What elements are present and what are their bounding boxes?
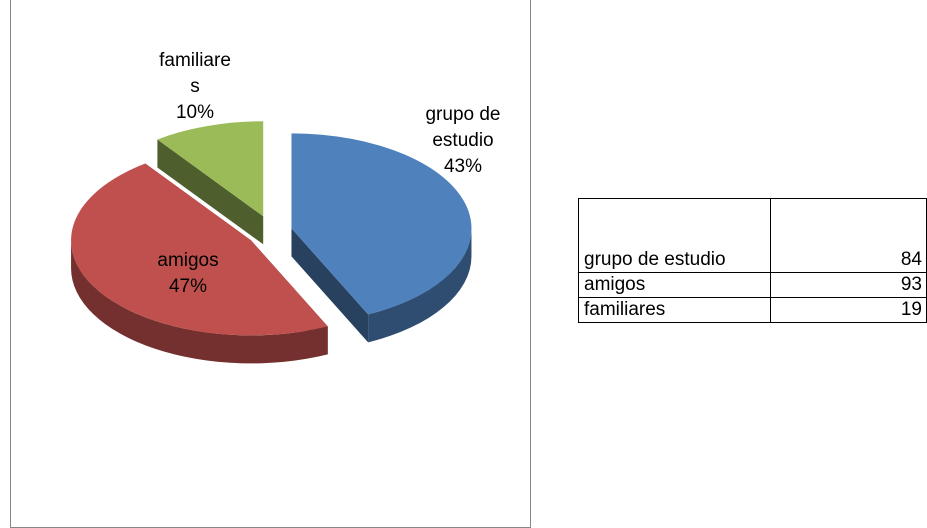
label-category: familiares	[159, 50, 231, 97]
table-row: familiares 19	[578, 297, 927, 323]
table-label: amigos	[578, 272, 771, 298]
table-label: grupo de estudio	[578, 198, 771, 273]
label-value: 47%	[168, 276, 208, 297]
table-label: familiares	[578, 297, 771, 323]
data-label: grupo de estudio 43%	[423, 102, 503, 180]
pie-slice	[157, 121, 264, 217]
table-number: 84	[770, 198, 927, 273]
chart	[71, 121, 472, 364]
pie-slice	[291, 133, 472, 315]
pie-slice-cut	[157, 139, 264, 245]
pie-slice-side	[71, 240, 328, 364]
label-value: 10%	[175, 102, 215, 123]
table-row: amigos 93	[578, 272, 927, 298]
data-label: familiares 10%	[155, 48, 235, 126]
table-row: grupo de estudio 84	[578, 198, 927, 273]
label-category: grupo de estudio	[425, 104, 501, 151]
data-table: grupo de estudio 84 amigos 93 familiares 19	[578, 198, 927, 323]
label-category: amigos	[157, 250, 219, 271]
pie-slice	[71, 163, 328, 336]
label-value: 43%	[443, 156, 483, 177]
table-number: 93	[770, 272, 927, 298]
page: grupo de estudio 43% amigos 47% familiares 10…	[10, 0, 927, 528]
pie-slice-cut	[291, 228, 369, 343]
table-number: 19	[770, 297, 927, 323]
pie-slice-side	[368, 228, 472, 343]
data-label: amigos 47%	[148, 248, 228, 300]
